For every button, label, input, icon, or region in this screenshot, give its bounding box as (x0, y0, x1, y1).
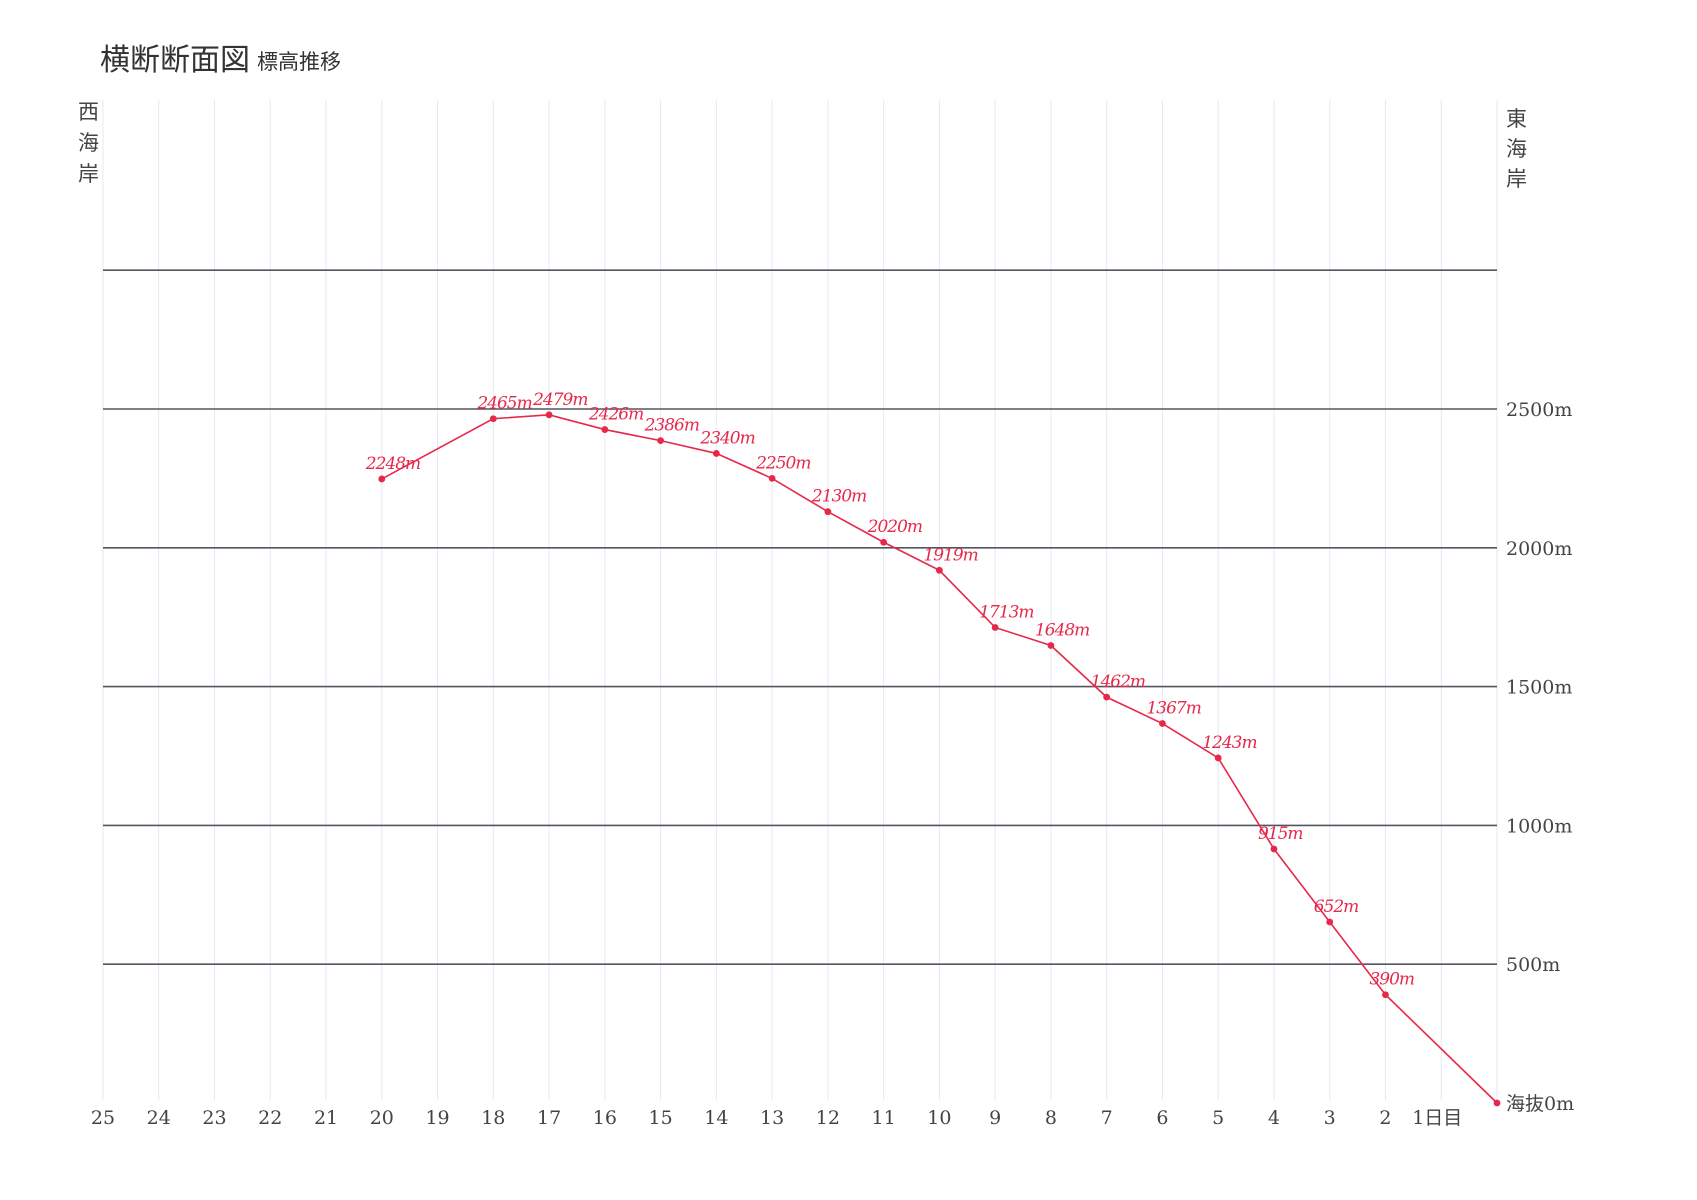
elevation-data-label: 390m (1369, 970, 1414, 990)
elevation-point (545, 411, 553, 419)
elevation-data-label: 2130m (811, 487, 866, 507)
elevation-point (1214, 754, 1222, 762)
y-tick-label: 1000m (1506, 815, 1572, 837)
east-coast-char: 東 (1506, 107, 1527, 131)
elevation-data-label: 2248m (365, 454, 420, 474)
x-tick-label: 8 (1045, 1107, 1057, 1129)
x-tick-label: 24 (147, 1107, 171, 1129)
x-tick-label: 1日目 (1412, 1107, 1462, 1129)
elevation-data-label: 1919m (923, 545, 977, 565)
west-coast-char: 西 (78, 100, 99, 124)
x-tick-label: 18 (481, 1107, 505, 1129)
elevation-point (824, 508, 832, 516)
x-tick-label: 12 (816, 1107, 840, 1129)
elevation-data-label: 1648m (1035, 621, 1089, 641)
x-tick-label: 3 (1324, 1107, 1336, 1129)
elevation-point (489, 415, 497, 423)
elevation-point (1326, 918, 1334, 926)
elevation-point (880, 538, 888, 546)
horizontal-grid (103, 269, 1497, 966)
elevation-data-label: 1713m (979, 602, 1033, 622)
y-tick-label: 1500m (1506, 677, 1572, 699)
elevation-data-label: 1367m (1146, 699, 1200, 719)
y-axis-ticks: 海抜0m 500m 1000m 1500m 2000m 2500m (1506, 399, 1574, 1115)
elevation-data-label: 2020m (867, 517, 922, 537)
x-tick-label: 9 (989, 1107, 1001, 1129)
elevation-series: 2248m 2465m 2479m2426m2386m2340m2250m2130m… (365, 390, 1501, 1107)
y-tick-label: 500m (1506, 954, 1560, 976)
elevation-point (1270, 845, 1278, 853)
x-tick-label: 13 (760, 1107, 784, 1129)
chart-subtitle: 標高推移 (257, 50, 341, 74)
x-tick-label: 16 (593, 1107, 617, 1129)
chart-title: 横断断面図 (100, 43, 250, 78)
elevation-data-label: 2340m (699, 428, 754, 448)
y-tick-label: 2500m (1506, 399, 1572, 421)
elevation-data-label: 2479m (532, 390, 587, 410)
elevation-point (712, 450, 720, 457)
x-tick-label: 20 (370, 1107, 394, 1129)
x-tick-label: 23 (202, 1107, 226, 1129)
x-tick-label: 4 (1268, 1107, 1280, 1129)
elevation-data-label: 2426m (588, 405, 643, 425)
west-coast-char: 海 (78, 131, 99, 155)
elevation-point (378, 475, 386, 483)
west-coast-label: 西海岸 (78, 100, 99, 186)
x-tick-label: 22 (258, 1107, 282, 1129)
elevation-point (1159, 720, 1166, 727)
elevation-point (1493, 1099, 1501, 1107)
east-coast-label: 東海岸 (1506, 107, 1527, 191)
x-tick-label: 15 (649, 1107, 673, 1129)
elevation-point (991, 624, 999, 631)
x-tick-label: 17 (537, 1107, 561, 1129)
x-tick-label: 2 (1379, 1107, 1391, 1129)
elevation-data-label: 1243m (1202, 733, 1256, 753)
elevation-point (1382, 991, 1389, 999)
elevation-point (1103, 693, 1111, 701)
x-tick-label: 10 (927, 1107, 951, 1129)
elevation-point (1047, 642, 1055, 649)
elevation-data-label: 915m (1258, 824, 1303, 844)
x-tick-label: 5 (1212, 1107, 1224, 1129)
y-tick-label: 2000m (1506, 538, 1572, 560)
x-tick-label: 25 (91, 1107, 115, 1129)
elevation-data-label: 1462m (1091, 672, 1145, 692)
elevation-data-label: 652m (1314, 897, 1359, 917)
west-coast-char: 岸 (78, 162, 99, 186)
east-coast-char: 海 (1506, 137, 1527, 161)
x-axis-ticks: 25 24 23 22 21 20 19 18 17 16 15 14 13 12 11 10 9 8 7 6 5 4 3 2… (91, 1107, 1462, 1129)
elevation-data-label: 2250m (755, 453, 810, 473)
east-coast-char: 岸 (1506, 167, 1527, 191)
x-tick-label: 14 (704, 1107, 728, 1129)
x-tick-label: 6 (1156, 1107, 1168, 1129)
x-tick-label: 7 (1101, 1107, 1113, 1129)
y-tick-label: 海抜0m (1506, 1093, 1574, 1115)
x-tick-label: 21 (314, 1107, 338, 1129)
elevation-point (936, 566, 943, 574)
x-tick-label: 11 (872, 1107, 896, 1129)
x-tick-label: 19 (425, 1107, 449, 1129)
elevation-data-label: 2386m (644, 416, 699, 436)
elevation-data-label: 2465m (476, 394, 531, 414)
elevation-point (768, 475, 776, 482)
vertical-grid (102, 100, 1498, 1100)
elevation-point (601, 426, 609, 433)
elevation-point (657, 437, 664, 445)
